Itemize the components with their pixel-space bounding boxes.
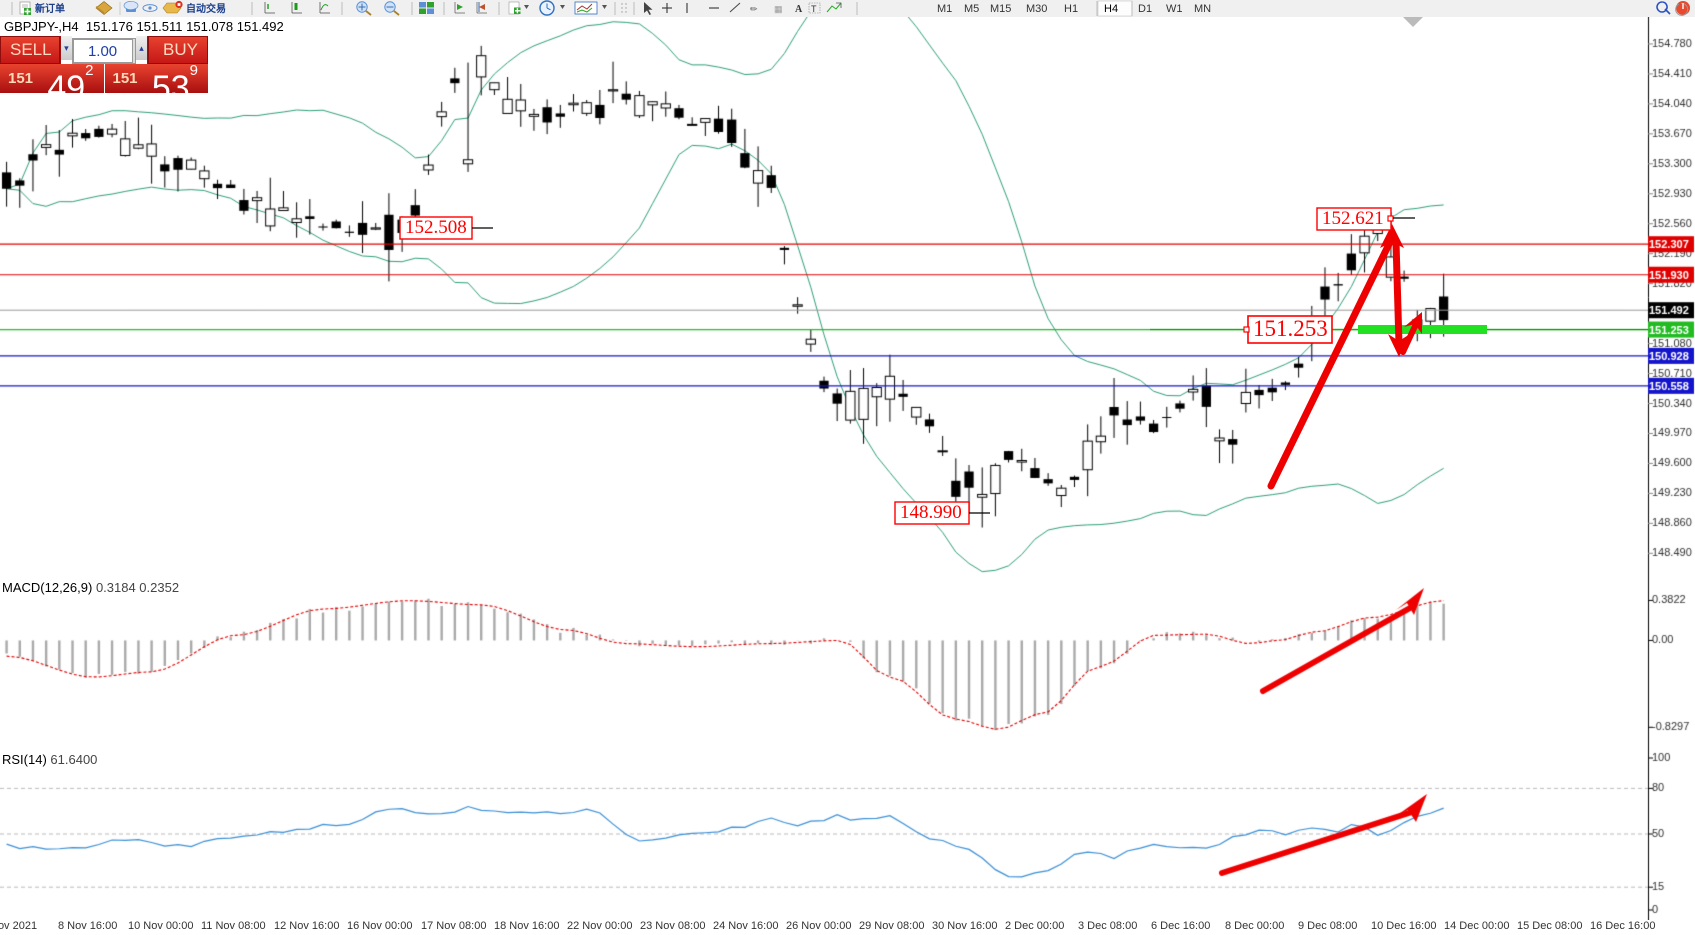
- svg-text:✏: ✏: [750, 4, 758, 14]
- svg-text:新订单: 新订单: [35, 2, 65, 15]
- svg-text:自动交易: 自动交易: [186, 2, 226, 15]
- svg-text:▦: ▦: [774, 4, 783, 14]
- svg-text:H4: H4: [1104, 3, 1118, 15]
- svg-text:H1: H1: [1064, 3, 1078, 15]
- svg-text:M30: M30: [1026, 3, 1047, 15]
- svg-text:W1: W1: [1166, 3, 1183, 15]
- svg-text:T: T: [811, 4, 817, 14]
- svg-text:152.621: 152.621: [1322, 208, 1384, 229]
- svg-text:148.990: 148.990: [900, 502, 962, 523]
- svg-text:M15: M15: [990, 3, 1011, 15]
- svg-text:M1: M1: [937, 3, 952, 15]
- svg-text:M5: M5: [964, 3, 979, 15]
- svg-text:MN: MN: [1194, 3, 1211, 15]
- svg-text:152.508: 152.508: [405, 217, 467, 238]
- svg-text:A: A: [795, 4, 803, 15]
- svg-text:151.253: 151.253: [1253, 316, 1328, 341]
- svg-text:D1: D1: [1138, 3, 1152, 15]
